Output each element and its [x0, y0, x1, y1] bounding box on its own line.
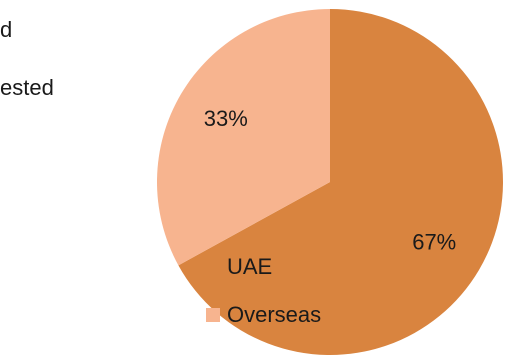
truncated-text-fragment: d — [0, 17, 13, 42]
pie-slice-overseas — [157, 9, 330, 266]
data-label-overseas: 33% — [204, 106, 248, 131]
pie-slices — [157, 9, 504, 356]
legend-label: Overseas — [227, 302, 322, 327]
legend-item-uae: UAE — [206, 256, 321, 278]
legend-swatch-uae — [206, 260, 220, 274]
pie-slice-uae — [178, 9, 504, 356]
chart-legend: UAE Overseas — [206, 256, 321, 352]
truncated-text-fragment: ested — [0, 75, 54, 100]
data-label-uae: 67% — [412, 229, 456, 254]
legend-label: UAE — [227, 254, 273, 279]
legend-item-overseas: Overseas — [206, 304, 321, 326]
legend-swatch-overseas — [206, 308, 220, 322]
pie-data-labels: 67% 33% — [204, 106, 457, 254]
